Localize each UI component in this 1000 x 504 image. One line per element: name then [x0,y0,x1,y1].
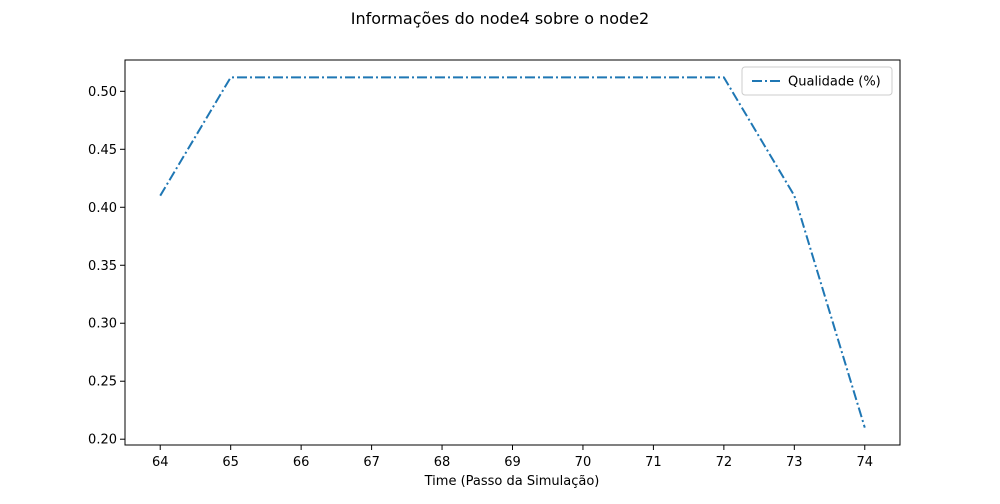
y-tick-label: 0.40 [88,201,117,216]
x-axis-label: Time (Passo da Simulação) [424,474,600,489]
y-tick-label: 0.35 [88,259,117,274]
y-tick-label: 0.50 [88,85,117,100]
y-tick-label: 0.25 [88,375,117,390]
legend: Qualidade (%) [741,66,893,96]
x-tick-label: 66 [293,455,310,470]
x-tick-label: 70 [575,455,592,470]
y-tick-label: 0.20 [88,433,117,448]
y-tick-label: 0.45 [88,143,117,158]
x-tick-label: 73 [786,455,803,470]
y-tick-label: 0.30 [88,317,117,332]
series-line [159,76,866,428]
x-tick-label: 68 [434,455,451,470]
x-tick-label: 64 [152,455,169,470]
x-tick-label: 71 [645,455,662,470]
plot-frame [124,59,901,446]
chart-title: Informações do node4 sobre o node2 [351,9,649,28]
x-tick-label: 65 [222,455,239,470]
plot-area: 64 65 66 67 68 69 70 71 72 73 74 0.20 0.25 0.30 0.35 0.… [88,59,901,470]
x-tick-label: 67 [363,455,380,470]
x-tick-label: 69 [504,455,521,470]
legend-box [741,66,893,96]
x-tick-label: 74 [856,455,873,470]
legend-label: Qualidade (%) [788,75,881,90]
x-tick-label: 72 [716,455,733,470]
